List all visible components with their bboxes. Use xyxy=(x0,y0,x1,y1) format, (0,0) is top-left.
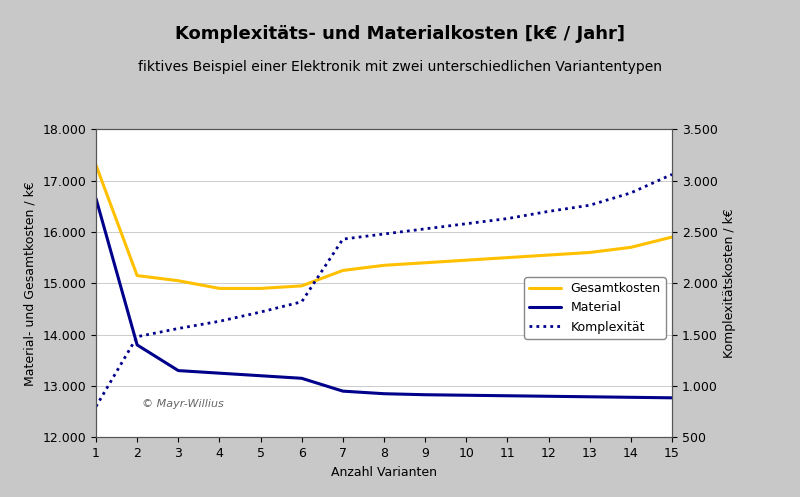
Material xyxy=(667,395,677,401)
Gesamtkosten xyxy=(379,262,389,268)
Material xyxy=(132,342,142,348)
Legend: Gesamtkosten, Material, Komplexität: Gesamtkosten, Material, Komplexität xyxy=(524,277,666,338)
Material xyxy=(626,394,636,400)
Komplexität xyxy=(174,326,183,331)
Y-axis label: Komplexitätskosten / k€: Komplexitätskosten / k€ xyxy=(723,208,736,358)
Material xyxy=(338,388,348,394)
Komplexität xyxy=(379,231,389,237)
Gesamtkosten xyxy=(462,257,471,263)
Text: © Mayr-Willius: © Mayr-Willius xyxy=(142,399,224,409)
Material xyxy=(502,393,512,399)
Gesamtkosten xyxy=(667,234,677,240)
Komplexität xyxy=(297,299,306,305)
Komplexität xyxy=(626,190,636,196)
Komplexität xyxy=(132,333,142,339)
Komplexität xyxy=(502,216,512,222)
Material xyxy=(91,195,101,202)
Gesamtkosten xyxy=(297,283,306,289)
Komplexität xyxy=(544,208,554,214)
Gesamtkosten xyxy=(256,285,266,291)
Gesamtkosten xyxy=(626,245,636,250)
Komplexität xyxy=(91,404,101,410)
Gesamtkosten xyxy=(544,252,554,258)
Gesamtkosten xyxy=(585,249,594,255)
Text: fiktives Beispiel einer Elektronik mit zwei unterschiedlichen Variantentypen: fiktives Beispiel einer Elektronik mit z… xyxy=(138,60,662,74)
Material xyxy=(297,375,306,381)
Gesamtkosten xyxy=(502,254,512,260)
X-axis label: Anzahl Varianten: Anzahl Varianten xyxy=(331,466,437,479)
Material xyxy=(585,394,594,400)
Komplexität xyxy=(338,236,348,242)
Komplexität xyxy=(585,202,594,208)
Gesamtkosten xyxy=(214,285,224,291)
Material xyxy=(544,393,554,399)
Y-axis label: Material- und Gesamtkosten / k€: Material- und Gesamtkosten / k€ xyxy=(24,181,37,386)
Komplexität xyxy=(420,226,430,232)
Komplexität xyxy=(256,309,266,315)
Material xyxy=(214,370,224,376)
Line: Gesamtkosten: Gesamtkosten xyxy=(96,165,672,288)
Line: Material: Material xyxy=(96,198,672,398)
Material xyxy=(174,368,183,374)
Gesamtkosten xyxy=(338,267,348,273)
Gesamtkosten xyxy=(132,273,142,279)
Komplexität xyxy=(462,221,471,227)
Material xyxy=(256,373,266,379)
Komplexität xyxy=(214,318,224,324)
Line: Komplexität: Komplexität xyxy=(96,174,672,407)
Material xyxy=(420,392,430,398)
Gesamtkosten xyxy=(420,260,430,266)
Gesamtkosten xyxy=(174,278,183,284)
Text: Komplexitäts- und Materialkosten [k€ / Jahr]: Komplexitäts- und Materialkosten [k€ / J… xyxy=(175,25,625,43)
Komplexität xyxy=(667,171,677,177)
Material xyxy=(379,391,389,397)
Gesamtkosten xyxy=(91,162,101,168)
Material xyxy=(462,392,471,398)
